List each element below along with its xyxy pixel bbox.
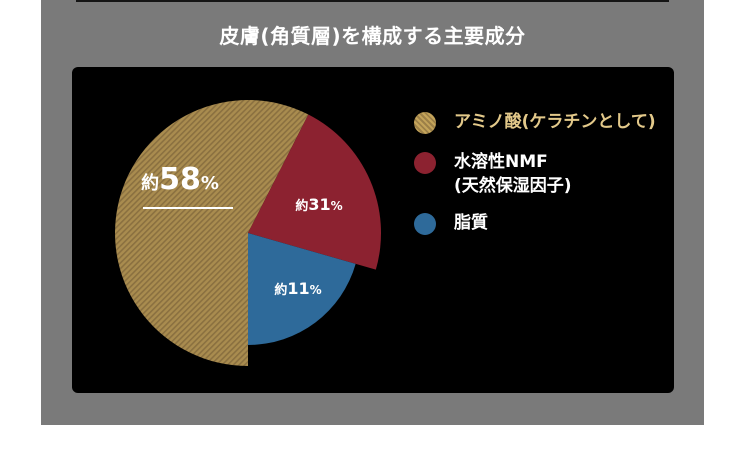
legend-label-amino: アミノ酸(ケラチンとして)	[454, 112, 656, 132]
slice-label-lipid: 約11%	[274, 279, 321, 298]
legend-swatch-nmf	[414, 152, 436, 174]
legend-label-nmf-line1: 水溶性NMF	[454, 152, 548, 172]
slice-label-nmf: 約31%	[295, 195, 342, 214]
legend-swatch-lipid	[414, 213, 436, 235]
pie-slice-lipid	[248, 233, 356, 345]
slice-label-amino: 約58%	[141, 162, 219, 197]
chart-title: 皮膚(角質層)を構成する主要成分	[219, 24, 526, 48]
pie-slice-amino	[115, 99, 309, 366]
pie-chart: 約58% 約31% 約11%	[115, 99, 381, 366]
legend-label-nmf-line2: (天然保湿因子)	[454, 176, 572, 196]
legend-label-nmf: 水溶性NMF (天然保湿因子)	[454, 150, 572, 198]
pie-slice-nmf	[248, 114, 381, 270]
legend-swatch-amino	[414, 112, 436, 134]
top-divider	[76, 0, 669, 2]
legend-label-lipid: 脂質	[454, 213, 488, 233]
